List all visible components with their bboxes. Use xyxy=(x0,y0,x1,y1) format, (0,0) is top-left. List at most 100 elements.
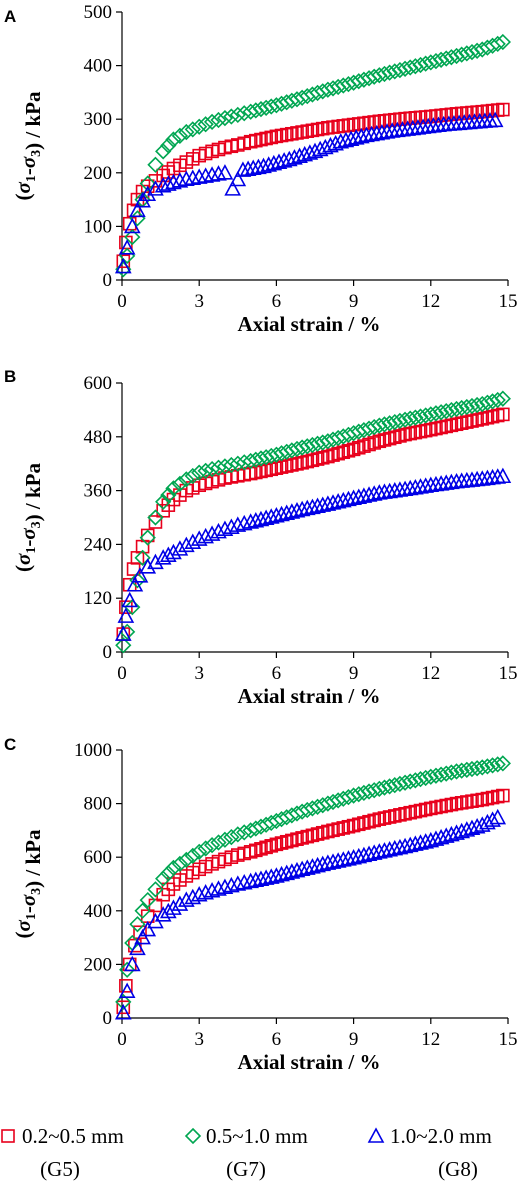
data-point xyxy=(453,822,471,839)
data-point xyxy=(360,845,378,861)
data-point xyxy=(274,128,289,143)
data-point xyxy=(129,939,146,956)
data-point xyxy=(229,516,247,532)
data-point xyxy=(118,982,136,999)
data-point xyxy=(340,490,357,507)
data-point xyxy=(243,134,258,149)
data-point xyxy=(386,839,404,856)
data-point xyxy=(357,816,371,830)
data-point xyxy=(336,821,351,835)
data-point xyxy=(252,450,270,467)
data-point xyxy=(345,489,362,506)
data-point xyxy=(334,491,352,508)
data-point xyxy=(449,796,464,811)
data-point xyxy=(372,812,387,826)
y-tick-label: 800 xyxy=(84,794,113,815)
data-point xyxy=(326,823,340,838)
x-tick-label: 15 xyxy=(499,663,518,684)
data-point xyxy=(341,819,356,834)
data-point xyxy=(360,486,378,502)
data-point xyxy=(427,830,445,846)
data-point xyxy=(432,51,450,68)
data-point xyxy=(398,806,412,821)
data-point xyxy=(159,175,177,191)
series-triangle xyxy=(114,467,512,641)
data-point xyxy=(184,888,202,905)
y-tick-label: 240 xyxy=(84,534,113,555)
data-point xyxy=(203,837,221,854)
data-point xyxy=(417,769,434,787)
data-point xyxy=(269,129,284,144)
data-point xyxy=(401,836,419,853)
data-point xyxy=(432,404,450,421)
data-point xyxy=(203,882,221,898)
data-point xyxy=(210,111,227,129)
data-point xyxy=(285,126,299,141)
data-point xyxy=(332,133,350,149)
data-point xyxy=(391,838,409,855)
data-point xyxy=(252,870,270,886)
legend: 0.2~0.5 mm (G5) 0.5~1.0 mm (G7) 1.0~2.0 mm (G… xyxy=(1,1124,492,1181)
data-point xyxy=(407,772,424,789)
data-point xyxy=(496,788,510,803)
data-point xyxy=(427,405,445,422)
data-point xyxy=(155,870,172,887)
data-point xyxy=(210,459,227,476)
data-point xyxy=(412,478,429,494)
data-point xyxy=(229,826,246,843)
data-point xyxy=(116,1000,131,1015)
data-point xyxy=(306,142,324,159)
data-point xyxy=(171,895,189,911)
y-tick-label: 120 xyxy=(84,588,113,609)
data-point xyxy=(346,442,361,457)
data-point xyxy=(327,134,344,151)
data-point xyxy=(439,419,454,434)
data-point xyxy=(434,799,448,814)
data-point xyxy=(376,416,393,433)
series-triangle xyxy=(114,808,507,1020)
data-point xyxy=(184,533,202,549)
data-point xyxy=(377,433,392,447)
data-point xyxy=(372,434,387,449)
data-point xyxy=(382,431,397,446)
y-tick-label: 100 xyxy=(84,216,113,237)
legend-group: (G5) xyxy=(40,1157,80,1181)
data-point xyxy=(191,118,208,135)
series-square xyxy=(116,788,510,1015)
data-point xyxy=(283,863,301,879)
data-point xyxy=(449,417,464,432)
data-point xyxy=(147,509,164,526)
data-point xyxy=(242,872,260,889)
data-point xyxy=(470,413,484,427)
data-point xyxy=(422,54,439,71)
data-point xyxy=(315,450,330,465)
data-point xyxy=(342,130,360,146)
x-tick-label: 0 xyxy=(117,663,127,684)
data-point xyxy=(378,123,396,139)
data-point xyxy=(386,777,403,794)
data-point xyxy=(269,837,284,852)
data-point xyxy=(234,161,252,177)
data-point xyxy=(331,822,345,836)
data-point xyxy=(458,821,476,837)
data-point xyxy=(417,55,434,72)
data-point xyxy=(190,168,208,184)
data-point xyxy=(130,551,145,565)
x-axis-title: Axial strain / % xyxy=(238,684,381,708)
data-point xyxy=(402,59,419,76)
data-point xyxy=(278,864,296,881)
data-point xyxy=(352,127,370,144)
data-point xyxy=(408,425,423,440)
data-point xyxy=(371,67,388,84)
data-point xyxy=(216,458,234,475)
data-point xyxy=(290,126,304,140)
data-point xyxy=(229,106,246,124)
data-point xyxy=(178,471,195,488)
data-point xyxy=(304,858,321,874)
data-point xyxy=(229,455,246,472)
data-point xyxy=(350,847,368,864)
data-point xyxy=(197,116,214,133)
data-point xyxy=(293,500,311,517)
data-point xyxy=(382,810,397,824)
data-point xyxy=(288,501,306,518)
